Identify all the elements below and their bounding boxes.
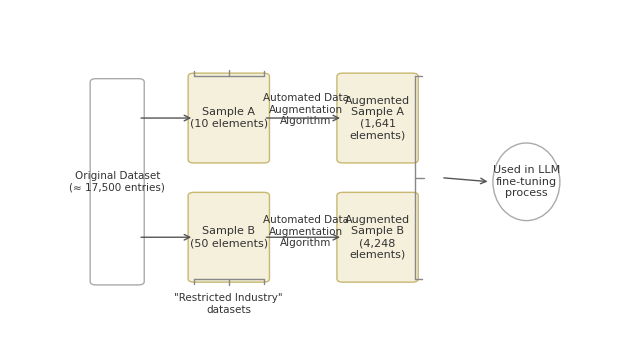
FancyBboxPatch shape [337, 73, 419, 163]
FancyBboxPatch shape [337, 192, 419, 282]
Text: Augmented
Sample B
(4,248
elements): Augmented Sample B (4,248 elements) [345, 215, 410, 260]
Text: Original Dataset
(≈ 17,500 entries): Original Dataset (≈ 17,500 entries) [69, 171, 165, 193]
FancyBboxPatch shape [188, 73, 269, 163]
Text: Automated Data
Augmentation
Algorithm: Automated Data Augmentation Algorithm [262, 93, 349, 126]
Text: Augmented
Sample A
(1,641
elements): Augmented Sample A (1,641 elements) [345, 96, 410, 140]
Text: Sample A
(10 elements): Sample A (10 elements) [189, 107, 268, 129]
Text: Sample B
(50 elements): Sample B (50 elements) [189, 226, 268, 248]
FancyBboxPatch shape [90, 79, 144, 285]
Text: Automated Data
Augmentation
Algorithm: Automated Data Augmentation Algorithm [262, 215, 349, 248]
FancyBboxPatch shape [188, 192, 269, 282]
Text: Used in LLM
fine-tuning
process: Used in LLM fine-tuning process [493, 165, 560, 198]
Text: "Restricted Industry"
datasets: "Restricted Industry" datasets [175, 293, 283, 315]
Ellipse shape [493, 143, 560, 221]
